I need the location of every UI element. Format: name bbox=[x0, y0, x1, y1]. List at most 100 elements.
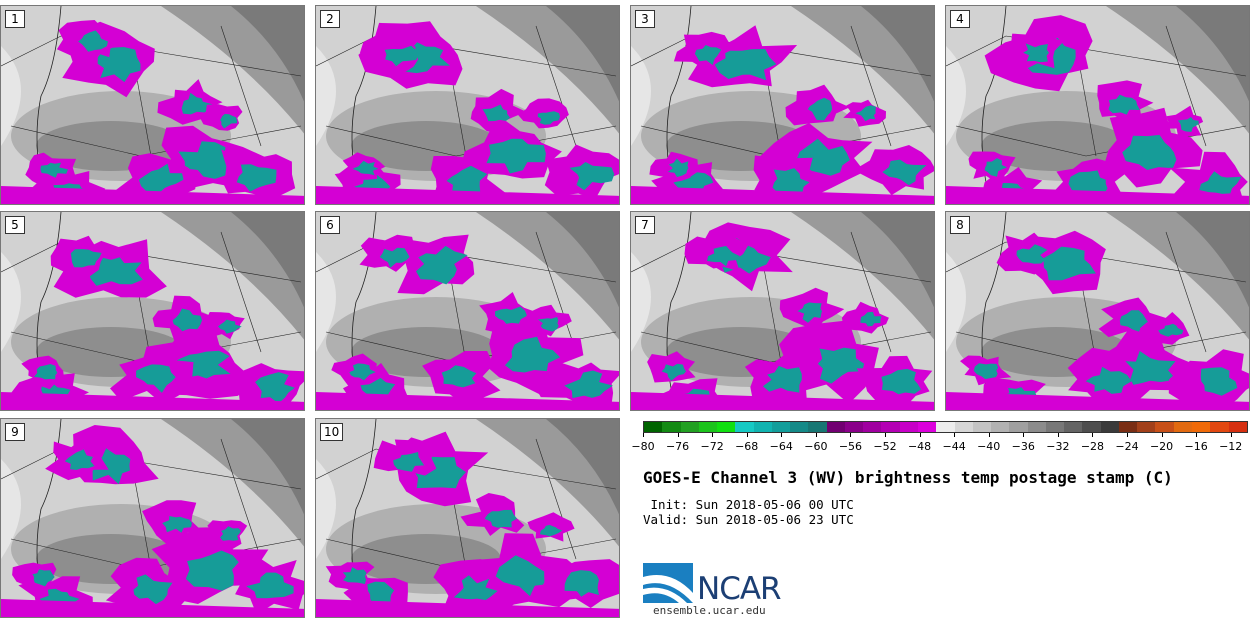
colorbar-cell bbox=[844, 422, 864, 432]
colorbar-cell bbox=[936, 422, 955, 432]
map-panel-3: 3 bbox=[630, 5, 935, 205]
colorbar-tick bbox=[677, 433, 679, 437]
panel-number: 4 bbox=[950, 10, 970, 28]
map-panel-8: 8 bbox=[945, 211, 1250, 411]
colorbar-cell bbox=[1045, 422, 1065, 432]
colorbar-cell bbox=[899, 422, 918, 432]
map-image bbox=[631, 6, 934, 204]
init-time: Init: Sun 2018-05-06 00 UTC bbox=[643, 497, 854, 512]
colorbar-tick-label: −68 bbox=[735, 440, 759, 453]
colorbar-cell bbox=[717, 422, 736, 432]
colorbar-tick-label: −40 bbox=[977, 440, 1001, 453]
panel-number: 2 bbox=[320, 10, 340, 28]
panel-number: 8 bbox=[950, 216, 970, 234]
panel-number: 6 bbox=[320, 216, 340, 234]
colorbar-cell bbox=[972, 422, 992, 432]
colorbar-cell bbox=[790, 422, 809, 432]
colorbar-tick bbox=[1127, 433, 1128, 437]
colorbar-cell bbox=[1191, 422, 1211, 432]
colorbar-tick bbox=[1092, 433, 1094, 437]
colorbar-cell bbox=[1210, 422, 1229, 432]
colorbar-cell bbox=[1137, 422, 1156, 432]
colorbar-cell bbox=[1173, 422, 1192, 432]
map-image bbox=[1, 212, 304, 410]
colorbar-tick-label: −56 bbox=[838, 440, 863, 453]
colorbar-tick-label: −24 bbox=[1115, 440, 1139, 453]
colorbar-tick bbox=[954, 433, 956, 437]
colorbar-tick bbox=[988, 433, 990, 437]
colorbar-cell bbox=[1228, 422, 1247, 432]
colorbar-tick-label: −48 bbox=[907, 440, 932, 453]
colorbar-tick bbox=[919, 433, 921, 437]
colorbar-tick-label: −12 bbox=[1219, 440, 1243, 453]
colorbar-tick bbox=[885, 433, 886, 437]
map-image bbox=[316, 6, 619, 204]
map-image bbox=[316, 419, 619, 617]
colorbar-tick-label: −72 bbox=[700, 440, 724, 453]
colorbar-tick bbox=[746, 433, 748, 437]
figure-title: GOES-E Channel 3 (WV) brightness temp po… bbox=[643, 468, 1173, 487]
colorbar-tick-label: −32 bbox=[1046, 440, 1070, 453]
colorbar-cell bbox=[680, 422, 699, 432]
colorbar-cell bbox=[991, 422, 1010, 432]
colorbar-tick-label: −36 bbox=[1011, 440, 1035, 453]
logo-text: NCAR bbox=[697, 571, 782, 607]
colorbar-cell bbox=[644, 422, 663, 432]
colorbar-cell bbox=[1082, 422, 1101, 432]
map-panel-10: 10 bbox=[315, 418, 620, 618]
map-panel-2: 2 bbox=[315, 5, 620, 205]
colorbar-tick bbox=[643, 433, 644, 437]
site-url: ensemble.ucar.edu bbox=[653, 604, 766, 617]
colorbar-ticks: −80 −76 −72 −68 −64 −60 −56 −52 −48 −44 −40 −36 −32−… bbox=[631, 433, 1248, 455]
colorbar-tick bbox=[815, 433, 817, 437]
colorbar-cell bbox=[1009, 422, 1028, 432]
colorbar-cell bbox=[771, 422, 791, 432]
colorbar-cell bbox=[863, 422, 882, 432]
colorbar-tick-label: −76 bbox=[665, 440, 690, 453]
valid-time: Valid: Sun 2018-05-06 23 UTC bbox=[643, 512, 854, 527]
ncar-logo-icon bbox=[643, 563, 693, 603]
colorbar-tick-label: −16 bbox=[1184, 440, 1208, 453]
map-image bbox=[1, 419, 304, 617]
colorbar-cell bbox=[1100, 422, 1119, 432]
colorbar-cell bbox=[954, 422, 973, 432]
colorbar-tick bbox=[850, 433, 852, 437]
colorbar-cell bbox=[735, 422, 754, 432]
map-panel-6: 6 bbox=[315, 211, 620, 411]
colorbar-cell bbox=[881, 422, 900, 432]
colorbar-tick-label: −80 bbox=[631, 440, 655, 453]
map-panel-1: 1 bbox=[0, 5, 305, 205]
colorbar-tick-label: −20 bbox=[1149, 440, 1174, 453]
colorbar-cell bbox=[662, 422, 681, 432]
map-panel-5: 5 bbox=[0, 211, 305, 411]
colorbar-cell bbox=[917, 422, 937, 432]
colorbar-tick bbox=[781, 433, 783, 437]
colorbar-cell bbox=[1027, 422, 1046, 432]
panel-number: 3 bbox=[635, 10, 655, 28]
colorbar-tick bbox=[1196, 433, 1198, 437]
colorbar-tick bbox=[1230, 433, 1232, 437]
panel-number: 5 bbox=[5, 216, 25, 234]
colorbar-cell bbox=[826, 422, 845, 432]
colorbar-cell bbox=[1155, 422, 1174, 432]
map-image bbox=[631, 212, 934, 410]
panel-number: 10 bbox=[320, 423, 344, 441]
map-panel-7: 7 bbox=[630, 211, 935, 411]
map-image bbox=[946, 212, 1249, 410]
map-image bbox=[946, 6, 1249, 204]
colorbar bbox=[643, 421, 1248, 433]
colorbar-cell bbox=[698, 422, 718, 432]
colorbar-cell bbox=[753, 422, 772, 432]
colorbar-tick bbox=[1023, 433, 1025, 437]
colorbar-cell bbox=[1118, 422, 1138, 432]
colorbar-tick-label: −52 bbox=[873, 440, 897, 453]
colorbar-tick-label: −44 bbox=[942, 440, 966, 453]
panel-number: 9 bbox=[5, 423, 25, 441]
colorbar-tick bbox=[1161, 433, 1163, 437]
map-image bbox=[316, 212, 619, 410]
panel-number: 7 bbox=[635, 216, 655, 234]
colorbar-tick-label: −28 bbox=[1080, 440, 1105, 453]
map-image bbox=[1, 6, 304, 204]
colorbar-tick bbox=[1057, 433, 1059, 437]
map-panel-4: 4 bbox=[945, 5, 1250, 205]
